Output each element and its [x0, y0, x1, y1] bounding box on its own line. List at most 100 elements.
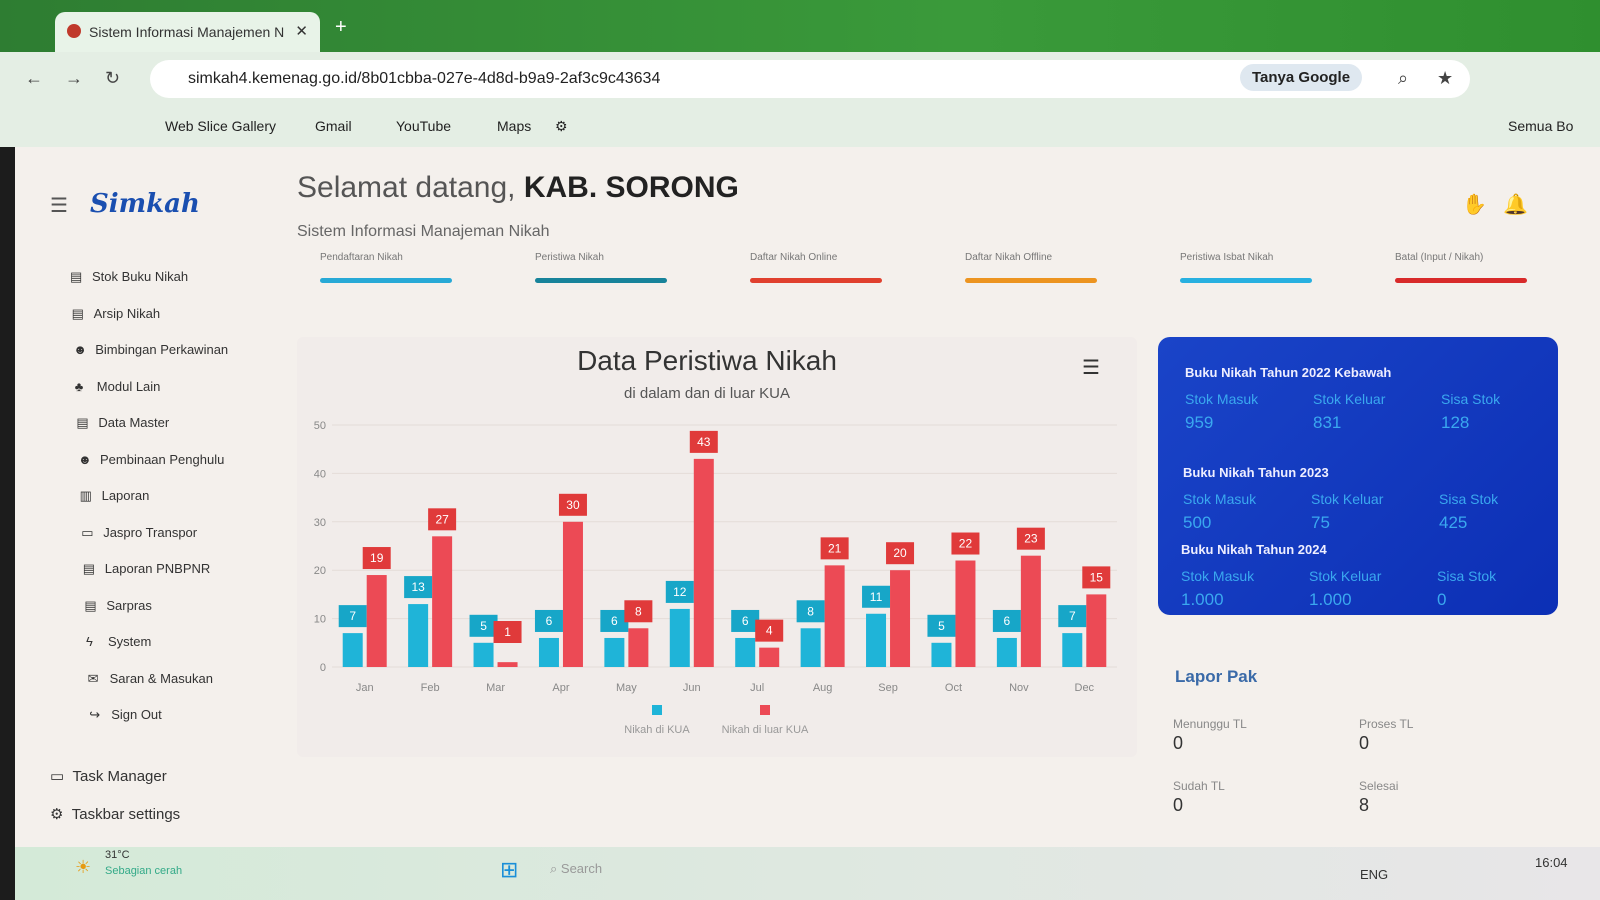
menu-icon[interactable]: ☰ [50, 195, 68, 217]
sidebar-item[interactable]: ▤ Sarpras [84, 598, 152, 614]
data-label-bg [428, 508, 457, 531]
data-label: 5 [480, 619, 487, 633]
sidebar-item[interactable]: ▤ Stok Buku Nikah [70, 269, 188, 285]
chart-menu-icon[interactable]: ☰ [1082, 357, 1100, 379]
chart-card: Data Peristiwa Nikah di dalam dan di lua… [297, 337, 1137, 757]
browser-tab[interactable]: Sistem Informasi Manajemen N ✕ [55, 12, 320, 52]
bar[interactable] [408, 604, 429, 667]
stock-label: Stok Keluar [1309, 568, 1382, 584]
bar[interactable] [693, 458, 714, 667]
clock[interactable]: 16:04 [1535, 855, 1568, 870]
tanya-google-button[interactable]: Tanya Google [1240, 64, 1363, 91]
bar[interactable] [628, 628, 649, 667]
hand-icon[interactable]: ✋ [1462, 194, 1487, 216]
data-label: 4 [766, 624, 773, 638]
bar[interactable] [866, 613, 887, 667]
sidebar-item[interactable]: ✉ Saran & Masukan [88, 671, 213, 687]
sidebar-item[interactable]: ♣ Modul Lain [75, 379, 161, 394]
stat-card[interactable]: Peristiwa Isbat Nikah [1180, 252, 1330, 283]
stock-value: 959 [1185, 413, 1214, 432]
bar[interactable] [342, 633, 363, 667]
bookmark-youtube[interactable]: YouTube [396, 118, 452, 134]
bookmark-gmail[interactable]: Gmail [315, 118, 352, 134]
stock-label: Stok Masuk [1185, 391, 1259, 407]
bar[interactable] [432, 536, 453, 667]
bookmark-maps[interactable]: Maps [497, 118, 532, 134]
tab-title: Sistem Informasi Manajemen N [89, 24, 285, 40]
bar[interactable] [890, 570, 911, 667]
bar[interactable] [604, 637, 625, 667]
stock-value: 1.000 [1309, 590, 1352, 609]
sidebar-item[interactable]: ▥ Laporan [80, 488, 150, 504]
stat-card[interactable]: Daftar Nikah Online [750, 252, 900, 283]
sidebar-item-icon: ▭ [81, 524, 94, 540]
bell-icon[interactable]: 🔔 [1503, 194, 1528, 216]
bar[interactable] [824, 565, 845, 667]
stock-label: Stok Masuk [1183, 491, 1257, 507]
bar[interactable] [562, 521, 583, 667]
bar-chart: 0 10 20 30 40 50 Jan 7 19 Feb 13 27 Mar 5 1 Apr 6 30 May 6 8… [314, 420, 1117, 736]
sidebar-item[interactable]: ↪ Sign Out [89, 707, 162, 723]
stat-card[interactable]: Peristiwa Nikah [535, 252, 685, 283]
bar[interactable] [759, 647, 780, 667]
data-label-bg [796, 600, 825, 623]
star-icon[interactable]: ★ [1437, 68, 1454, 88]
sidebar-item-icon: ▤ [82, 561, 96, 576]
new-tab-button[interactable]: + [335, 16, 347, 38]
taskbar-search[interactable]: ⌕ Search [550, 861, 603, 876]
data-label: 11 [870, 590, 883, 604]
bar[interactable] [996, 637, 1017, 667]
bar[interactable] [735, 637, 756, 667]
bar[interactable] [931, 642, 952, 667]
page-subtitle: Sistem Informasi Manajeman Nikah [297, 223, 550, 240]
stat-label: Daftar Nikah Online [750, 252, 838, 263]
bar[interactable] [366, 575, 387, 667]
reload-icon[interactable]: ↻ [105, 68, 121, 88]
x-tick-label: Nov [1009, 682, 1029, 694]
bar[interactable] [538, 637, 559, 667]
data-label: 30 [566, 498, 580, 512]
legend-label[interactable]: Nikah di luar KUA [722, 724, 809, 736]
bookmark-web-slice[interactable]: Web Slice Gallery [165, 118, 277, 134]
bar[interactable] [1062, 633, 1083, 667]
data-label-bg [886, 542, 915, 565]
language-indicator[interactable]: ENG [1360, 867, 1389, 882]
settings-icon[interactable]: ⚙ [555, 118, 568, 134]
windows-start-icon[interactable]: ⊞ [500, 857, 519, 882]
stat-card[interactable]: Pendaftaran Nikah [320, 252, 470, 283]
legend-label[interactable]: Nikah di KUA [624, 724, 690, 736]
bar[interactable] [473, 642, 494, 667]
bar[interactable] [1086, 594, 1107, 667]
sidebar-item[interactable]: ▭ Jaspro Transpor [81, 525, 197, 541]
bar[interactable] [497, 662, 518, 667]
data-label: 8 [635, 604, 642, 618]
stat-card[interactable]: Daftar Nikah Offline [965, 252, 1115, 283]
x-tick-label: Feb [421, 682, 440, 694]
bar[interactable] [955, 560, 976, 667]
sidebar-item[interactable]: ☻ Pembinaan Penghulu [78, 452, 224, 467]
sidebar-item[interactable]: ϟ System [86, 634, 151, 649]
data-label-bg [493, 621, 522, 643]
sidebar-item[interactable]: ▤ Arsip Nikah [72, 306, 160, 322]
stat-card[interactable]: Batal (Input / Nikah) [1395, 252, 1545, 283]
bar[interactable] [1020, 555, 1041, 667]
data-label: 22 [959, 537, 973, 551]
zoom-icon[interactable]: ⌕ [1398, 68, 1409, 88]
taskbar-settings-item[interactable]: ⚙ Taskbar settings [50, 806, 181, 823]
x-tick-label: Oct [945, 682, 962, 694]
sidebar-item[interactable]: ▤ Laporan PNBPNR [83, 561, 211, 577]
back-icon[interactable]: ← [25, 68, 43, 88]
bar[interactable] [800, 628, 821, 667]
bar[interactable] [669, 608, 690, 667]
task-manager-item[interactable]: ▭ Task Manager [50, 768, 167, 785]
sidebar-item-icon: ✉ [87, 670, 99, 686]
close-tab-icon[interactable]: ✕ [295, 23, 308, 40]
sidebar-item[interactable]: ▤ Data Master [76, 415, 169, 431]
forward-icon[interactable]: → [65, 68, 83, 88]
data-label: 7 [349, 609, 356, 623]
sidebar-item[interactable]: ☻ Bimbingan Perkawinan [73, 342, 228, 357]
legend-swatch [652, 705, 662, 715]
data-label-bg [731, 609, 760, 632]
all-bookmarks[interactable]: Semua Bo [1508, 118, 1574, 134]
x-tick-label: Sep [878, 682, 898, 694]
